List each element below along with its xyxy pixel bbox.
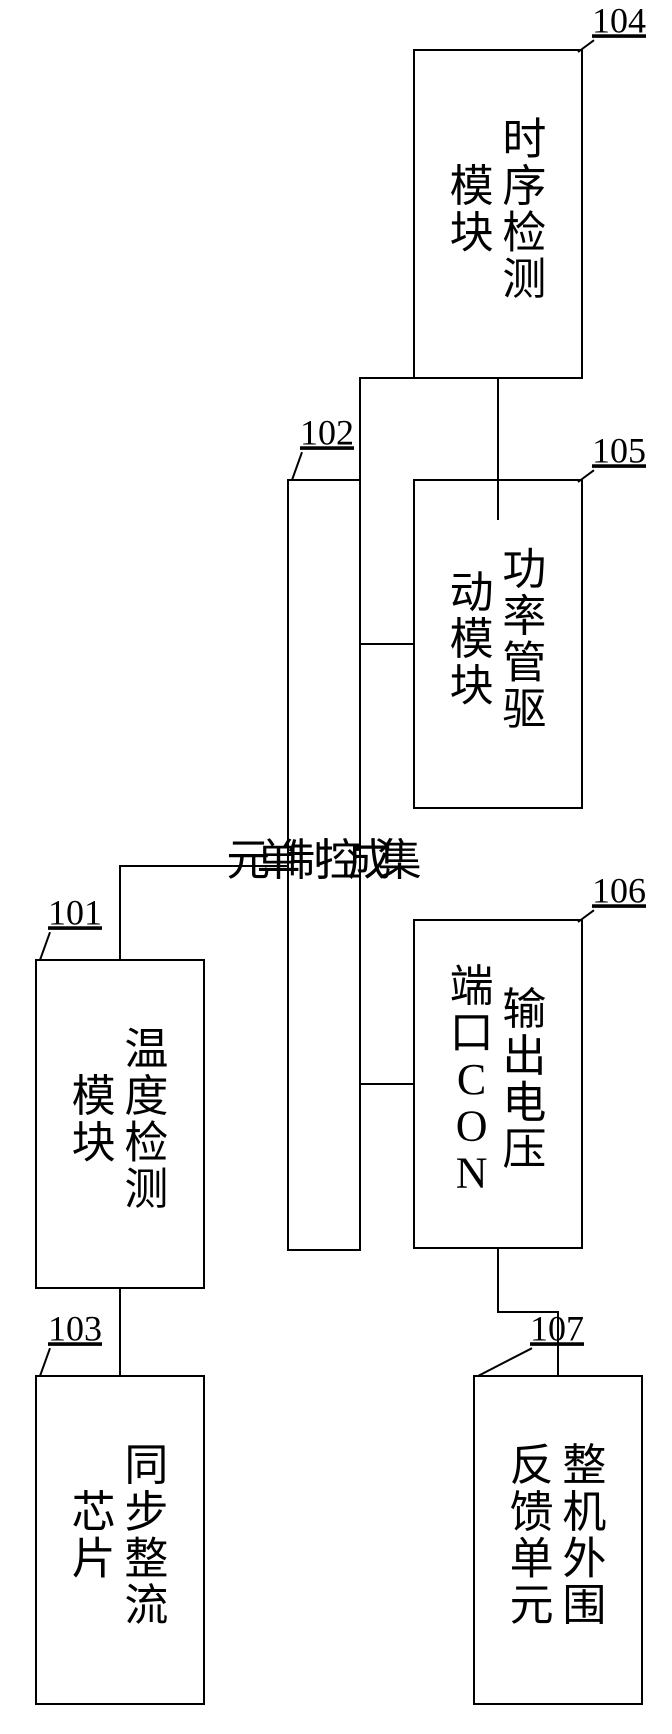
node-101-ref: 101 — [48, 892, 102, 932]
node-103-leader — [40, 1348, 50, 1376]
node-104-label: 模 — [450, 162, 494, 211]
node-107-label: 机 — [562, 1488, 606, 1537]
node-103-label: 片 — [72, 1534, 116, 1583]
node-106-label: 输 — [502, 985, 546, 1034]
node-102-ref: 102 — [300, 412, 354, 452]
node-106-label: 出 — [502, 1032, 546, 1081]
node-103-label: 步 — [124, 1488, 168, 1537]
node-107-label: 单 — [510, 1534, 554, 1583]
node-105: 功率管驱 动模块 105 — [414, 430, 646, 808]
node-103-label: 芯 — [72, 1488, 116, 1537]
node-107-label: 围 — [562, 1581, 606, 1630]
edge-n102-n104 — [360, 378, 498, 520]
node-105-label: 动 — [450, 568, 494, 617]
node-104-label: 序 — [502, 162, 546, 211]
node-101-label: 测 — [124, 1165, 168, 1214]
node-103-label: 流 — [124, 1581, 168, 1630]
node-107-label: 外 — [562, 1534, 606, 1583]
node-106-label: C — [457, 1055, 486, 1104]
node-107-label: 馈 — [510, 1488, 554, 1537]
node-104-label: 块 — [450, 208, 494, 257]
node-104-label: 测 — [502, 255, 546, 304]
node-105-label: 块 — [450, 662, 494, 711]
node-107-label: 反 — [510, 1441, 554, 1490]
node-107-label: 元 — [510, 1581, 554, 1630]
node-107-label: 整 — [562, 1441, 606, 1490]
node-103-ref: 103 — [48, 1308, 102, 1348]
node-107-leader — [478, 1348, 532, 1376]
node-106-ref: 106 — [592, 870, 646, 910]
node-106-label: O — [456, 1102, 488, 1151]
node-101-label: 检 — [124, 1118, 168, 1167]
node-105-label: 驱 — [502, 685, 546, 734]
node-102-leader — [292, 452, 302, 480]
node-106-label: 电 — [502, 1078, 546, 1127]
node-103-label: 同 — [124, 1441, 168, 1490]
node-107-box — [474, 1376, 642, 1704]
node-101-label: 模 — [72, 1072, 116, 1121]
node-105-label: 功 — [502, 545, 546, 594]
node-103-label: 整 — [124, 1534, 168, 1583]
node-107-ref: 107 — [530, 1308, 584, 1348]
node-105-box — [414, 480, 582, 808]
node-106-label: 口 — [450, 1008, 494, 1057]
node-106-label: 端 — [450, 962, 494, 1011]
node-104-label: 检 — [502, 208, 546, 257]
node-106-label: 压 — [502, 1125, 546, 1174]
node-101-label: 度 — [124, 1072, 168, 1121]
node-101-leader — [40, 932, 50, 960]
node-101-label: 块 — [72, 1118, 116, 1167]
node-104-ref: 104 — [592, 0, 646, 40]
node-102: 集成控制单元102 — [226, 412, 421, 1250]
node-103-box — [36, 1376, 204, 1704]
node-102-label: 元 — [226, 836, 270, 885]
node-105-ref: 105 — [592, 430, 646, 470]
node-105-label: 管 — [502, 638, 546, 687]
node-105-label: 率 — [502, 592, 546, 641]
node-106-box — [414, 920, 582, 1248]
node-106: 输出电压 端口CON 106 — [414, 870, 646, 1248]
node-101-label: 温 — [124, 1025, 168, 1074]
node-105-leader — [578, 470, 594, 482]
node-101-box — [36, 960, 204, 1288]
node-104: 时序检测模块 104 — [414, 0, 646, 378]
node-104-leader — [578, 40, 594, 52]
node-105-label: 模 — [450, 615, 494, 664]
node-104-box — [414, 50, 582, 378]
node-106-label: N — [456, 1148, 488, 1197]
node-106-leader — [578, 910, 594, 922]
node-104-label: 时 — [502, 115, 546, 164]
